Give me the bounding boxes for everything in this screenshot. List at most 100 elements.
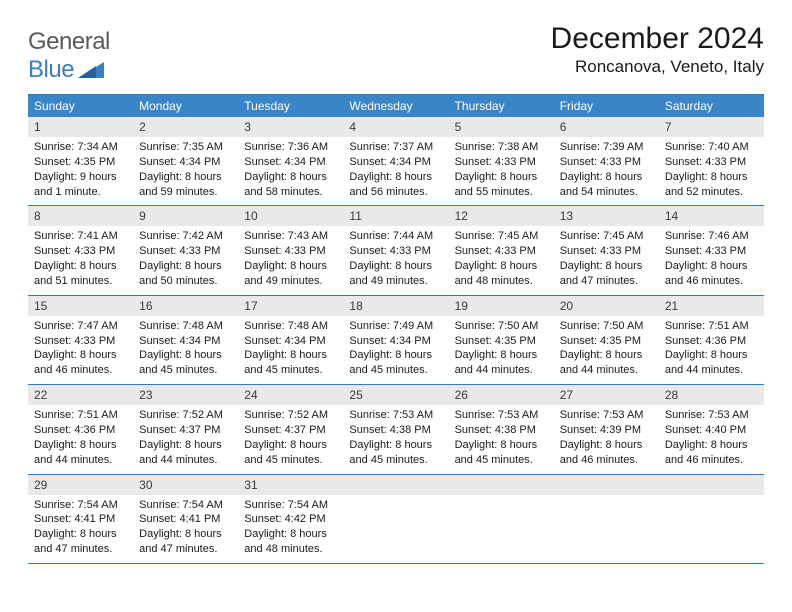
weekday-label: Saturday: [659, 95, 764, 117]
day-details: Sunrise: 7:40 AMSunset: 4:33 PMDaylight:…: [659, 137, 764, 205]
day-line: Sunset: 4:33 PM: [244, 244, 337, 259]
day-number: 27: [554, 385, 659, 405]
day-line: Sunset: 4:34 PM: [244, 334, 337, 349]
day-details: Sunrise: 7:52 AMSunset: 4:37 PMDaylight:…: [238, 405, 343, 473]
day-line: and 44 minutes.: [34, 453, 127, 468]
day-number: 28: [659, 385, 764, 405]
day-details: Sunrise: 7:47 AMSunset: 4:33 PMDaylight:…: [28, 316, 133, 384]
day-details: Sunrise: 7:42 AMSunset: 4:33 PMDaylight:…: [133, 226, 238, 294]
day-line: Daylight: 8 hours: [665, 259, 758, 274]
day-line: Sunrise: 7:48 AM: [244, 319, 337, 334]
day-details: Sunrise: 7:53 AMSunset: 4:38 PMDaylight:…: [343, 405, 448, 473]
calendar: SundayMondayTuesdayWednesdayThursdayFrid…: [28, 94, 764, 564]
calendar-cell: 5Sunrise: 7:38 AMSunset: 4:33 PMDaylight…: [449, 117, 554, 205]
day-line: and 45 minutes.: [244, 363, 337, 378]
logo-triangle-icon: [78, 57, 104, 85]
day-line: Sunset: 4:34 PM: [349, 334, 442, 349]
calendar-cell: 17Sunrise: 7:48 AMSunset: 4:34 PMDayligh…: [238, 296, 343, 384]
logo-blue-word: Blue: [28, 56, 74, 84]
day-details: Sunrise: 7:38 AMSunset: 4:33 PMDaylight:…: [449, 137, 554, 205]
day-details: Sunrise: 7:53 AMSunset: 4:39 PMDaylight:…: [554, 405, 659, 473]
day-line: Daylight: 8 hours: [349, 348, 442, 363]
logo-text-blue: Blue: [28, 56, 104, 84]
day-number: 8: [28, 206, 133, 226]
day-details: Sunrise: 7:54 AMSunset: 4:41 PMDaylight:…: [133, 495, 238, 563]
month-title: December 2024: [551, 22, 764, 55]
day-details: Sunrise: 7:45 AMSunset: 4:33 PMDaylight:…: [449, 226, 554, 294]
day-details: Sunrise: 7:54 AMSunset: 4:41 PMDaylight:…: [28, 495, 133, 563]
day-line: Sunrise: 7:46 AM: [665, 229, 758, 244]
day-line: and 46 minutes.: [34, 363, 127, 378]
weekday-label: Tuesday: [238, 95, 343, 117]
day-details: Sunrise: 7:48 AMSunset: 4:34 PMDaylight:…: [133, 316, 238, 384]
day-line: Sunrise: 7:53 AM: [455, 408, 548, 423]
day-line: and 49 minutes.: [349, 274, 442, 289]
day-line: Sunrise: 7:35 AM: [139, 140, 232, 155]
day-line: Sunset: 4:38 PM: [349, 423, 442, 438]
day-line: Daylight: 8 hours: [455, 259, 548, 274]
day-line: Sunset: 4:36 PM: [665, 334, 758, 349]
day-line: Sunrise: 7:53 AM: [560, 408, 653, 423]
calendar-cell: 16Sunrise: 7:48 AMSunset: 4:34 PMDayligh…: [133, 296, 238, 384]
day-line: Sunset: 4:40 PM: [665, 423, 758, 438]
day-details: Sunrise: 7:41 AMSunset: 4:33 PMDaylight:…: [28, 226, 133, 294]
day-number: 1: [28, 117, 133, 137]
calendar-cell: 28Sunrise: 7:53 AMSunset: 4:40 PMDayligh…: [659, 385, 764, 473]
day-line: and 45 minutes.: [349, 363, 442, 378]
day-line: and 59 minutes.: [139, 185, 232, 200]
day-line: Daylight: 8 hours: [244, 170, 337, 185]
day-line: Sunset: 4:33 PM: [665, 155, 758, 170]
day-line: Sunset: 4:35 PM: [560, 334, 653, 349]
day-line: and 47 minutes.: [34, 542, 127, 557]
calendar-cell: 13Sunrise: 7:45 AMSunset: 4:33 PMDayligh…: [554, 206, 659, 294]
day-details: Sunrise: 7:49 AMSunset: 4:34 PMDaylight:…: [343, 316, 448, 384]
day-line: and 44 minutes.: [455, 363, 548, 378]
day-line: Sunset: 4:33 PM: [34, 244, 127, 259]
day-line: Daylight: 8 hours: [34, 438, 127, 453]
calendar-cell-empty: [343, 475, 448, 563]
day-number: [449, 475, 554, 495]
day-details: Sunrise: 7:37 AMSunset: 4:34 PMDaylight:…: [343, 137, 448, 205]
calendar-cell: 11Sunrise: 7:44 AMSunset: 4:33 PMDayligh…: [343, 206, 448, 294]
day-number: [343, 475, 448, 495]
day-line: Daylight: 8 hours: [139, 259, 232, 274]
day-line: Sunset: 4:37 PM: [139, 423, 232, 438]
day-line: Daylight: 8 hours: [455, 438, 548, 453]
day-line: Daylight: 9 hours: [34, 170, 127, 185]
day-number: [659, 475, 764, 495]
day-line: and 1 minute.: [34, 185, 127, 200]
day-line: and 54 minutes.: [560, 185, 653, 200]
calendar-cell: 1Sunrise: 7:34 AMSunset: 4:35 PMDaylight…: [28, 117, 133, 205]
day-line: Sunrise: 7:51 AM: [665, 319, 758, 334]
calendar-cell: 15Sunrise: 7:47 AMSunset: 4:33 PMDayligh…: [28, 296, 133, 384]
day-line: Sunset: 4:34 PM: [349, 155, 442, 170]
day-line: Sunset: 4:41 PM: [34, 512, 127, 527]
day-details: Sunrise: 7:36 AMSunset: 4:34 PMDaylight:…: [238, 137, 343, 205]
day-line: and 56 minutes.: [349, 185, 442, 200]
day-line: Sunrise: 7:34 AM: [34, 140, 127, 155]
day-details: Sunrise: 7:51 AMSunset: 4:36 PMDaylight:…: [28, 405, 133, 473]
day-line: Sunrise: 7:48 AM: [139, 319, 232, 334]
day-line: Sunrise: 7:41 AM: [34, 229, 127, 244]
calendar-cell: 30Sunrise: 7:54 AMSunset: 4:41 PMDayligh…: [133, 475, 238, 563]
day-line: Daylight: 8 hours: [349, 170, 442, 185]
day-line: Daylight: 8 hours: [455, 348, 548, 363]
calendar-cell: 10Sunrise: 7:43 AMSunset: 4:33 PMDayligh…: [238, 206, 343, 294]
day-line: Sunrise: 7:54 AM: [244, 498, 337, 513]
day-line: and 47 minutes.: [560, 274, 653, 289]
day-line: Sunrise: 7:40 AM: [665, 140, 758, 155]
day-line: Sunrise: 7:53 AM: [349, 408, 442, 423]
day-line: Daylight: 8 hours: [349, 259, 442, 274]
day-number: 26: [449, 385, 554, 405]
day-number: 7: [659, 117, 764, 137]
day-line: Sunset: 4:33 PM: [349, 244, 442, 259]
calendar-cell: 3Sunrise: 7:36 AMSunset: 4:34 PMDaylight…: [238, 117, 343, 205]
day-line: Sunset: 4:35 PM: [455, 334, 548, 349]
calendar-cell: 6Sunrise: 7:39 AMSunset: 4:33 PMDaylight…: [554, 117, 659, 205]
day-line: Daylight: 8 hours: [244, 438, 337, 453]
day-number: 5: [449, 117, 554, 137]
calendar-cell: 24Sunrise: 7:52 AMSunset: 4:37 PMDayligh…: [238, 385, 343, 473]
day-line: Sunrise: 7:51 AM: [34, 408, 127, 423]
weekday-label: Thursday: [449, 95, 554, 117]
day-details: Sunrise: 7:34 AMSunset: 4:35 PMDaylight:…: [28, 137, 133, 205]
